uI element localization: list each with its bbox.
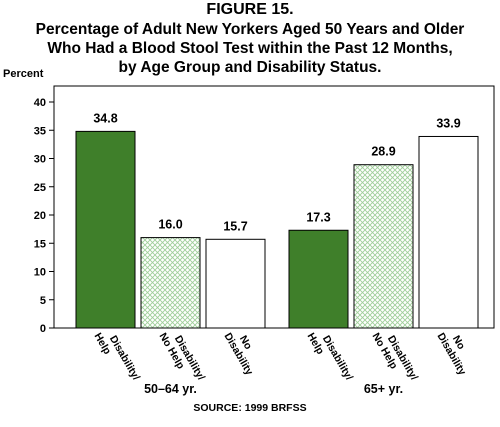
bar [205,238,266,329]
group-label: 65+ yr. [364,382,403,396]
y-tick-label: 25 [34,182,46,194]
chart-title-line-2: Who Had a Blood Stool Test within the Pa… [47,40,453,57]
chart-title-line-1: Percentage of Adult New Yorkers Aged 50 … [35,21,465,38]
plot-frame [53,85,495,329]
bar [140,237,201,329]
y-tick-label: 5 [40,295,46,307]
bar [418,135,479,329]
y-tick-label: 10 [34,267,46,279]
y-tick-label: 15 [34,238,46,250]
chart-title-line-3: by Age Group and Disability Status. [118,59,382,76]
source-note: SOURCE: 1999 BRFSS [193,402,307,414]
y-tick-label: 40 [34,97,46,109]
data-label: 16.0 [158,218,182,232]
bar [75,130,136,329]
category-label: Disability/No Help [157,325,208,389]
data-label: 28.9 [371,145,395,159]
data-label: 33.9 [436,116,460,130]
group-label: 50–64 yr. [144,382,197,396]
data-label: 15.7 [223,219,247,233]
figure-label: FIGURE 15. [206,1,294,18]
y-tick-label: 20 [34,210,46,222]
bar [353,164,414,329]
data-label: 17.3 [306,210,330,224]
y-tick-label: 30 [34,154,46,166]
y-tick-label: 0 [40,323,46,335]
data-label: 34.8 [93,111,117,125]
y-axis-label: Percent [3,68,44,80]
bar [288,229,349,329]
category-label: NoDisability [222,325,266,378]
category-label: Disability/No Help [370,325,421,389]
category-label: Disability/Help [92,325,143,389]
y-tick-label: 35 [34,125,46,137]
category-label: Disability/Help [305,325,356,389]
category-label: NoDisability [435,325,479,378]
